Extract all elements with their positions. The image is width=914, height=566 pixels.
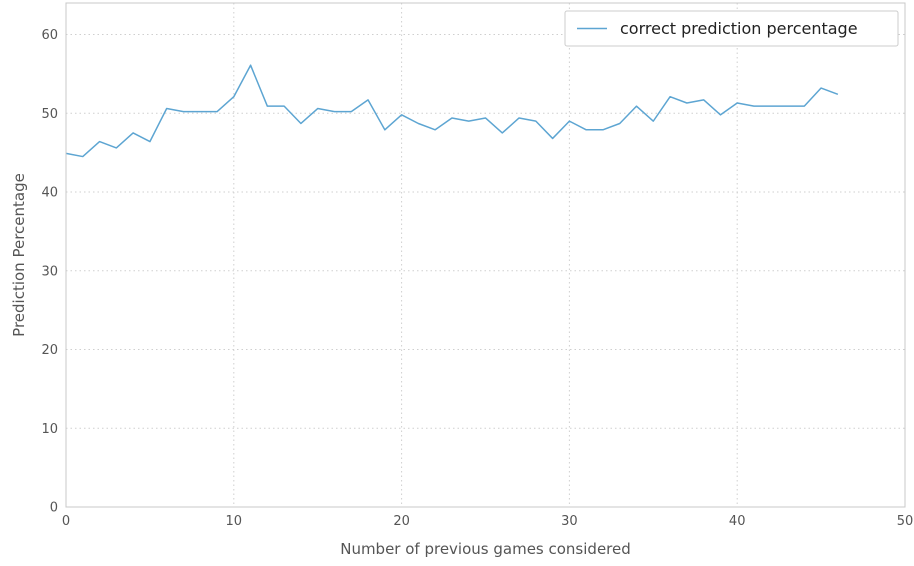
data-point	[115, 147, 117, 149]
data-point	[283, 105, 285, 107]
y-tick-label: 0	[50, 501, 58, 516]
grid	[66, 3, 905, 507]
data-point	[132, 132, 134, 134]
data-point	[837, 93, 839, 95]
y-tick-label: 50	[41, 107, 58, 122]
data-point	[787, 105, 789, 107]
data-point	[166, 108, 168, 110]
data-point	[266, 105, 268, 107]
data-point	[417, 122, 419, 124]
data-point	[317, 108, 319, 110]
data-point	[333, 111, 335, 113]
data-point	[384, 129, 386, 131]
data-point	[518, 117, 520, 119]
series-line	[65, 64, 839, 158]
data-point	[552, 137, 554, 139]
data-point	[250, 64, 252, 66]
data-point	[182, 111, 184, 113]
data-point	[82, 156, 84, 158]
data-point	[636, 105, 638, 107]
y-tick-label: 30	[41, 264, 58, 279]
data-point	[535, 120, 537, 122]
data-point	[451, 117, 453, 119]
x-tick-label: 40	[729, 514, 746, 529]
data-point	[820, 87, 822, 89]
data-point	[770, 105, 772, 107]
legend-label: correct prediction percentage	[620, 19, 858, 38]
x-axis-label: Number of previous games considered	[340, 540, 631, 558]
plot-frame	[65, 2, 906, 508]
data-point	[300, 122, 302, 124]
data-point	[501, 132, 503, 134]
data-point	[619, 122, 621, 124]
data-point	[669, 96, 671, 98]
y-axis-label: Prediction Percentage	[10, 173, 28, 337]
data-point	[602, 129, 604, 131]
data-point	[199, 111, 201, 113]
data-point	[686, 102, 688, 104]
y-tick-label: 40	[41, 186, 58, 201]
data-point	[485, 117, 487, 119]
data-point	[149, 141, 151, 143]
data-point	[803, 105, 805, 107]
series-layer	[65, 64, 839, 158]
legend: correct prediction percentage	[564, 10, 899, 47]
data-point	[468, 120, 470, 122]
y-tick-label: 10	[41, 422, 58, 437]
x-tick-label: 20	[393, 514, 410, 529]
data-point	[719, 114, 721, 116]
data-point	[652, 120, 654, 122]
data-point	[216, 111, 218, 113]
data-point	[401, 114, 403, 116]
data-point	[367, 99, 369, 101]
legend-box	[564, 10, 899, 47]
data-point	[736, 102, 738, 104]
data-point	[753, 105, 755, 107]
x-tick-label: 30	[561, 514, 578, 529]
x-tick-label: 10	[226, 514, 243, 529]
data-point	[350, 111, 352, 113]
data-point	[585, 129, 587, 131]
x-tick-label: 50	[897, 514, 914, 529]
y-tick-label: 20	[41, 343, 58, 358]
data-point	[703, 99, 705, 101]
x-tick-label: 0	[62, 514, 70, 529]
data-point	[434, 129, 436, 131]
ticks: 0 10 20 30 40 50 0 10 20 30 40 50 60	[41, 28, 913, 529]
y-tick-label: 60	[41, 28, 58, 43]
plot-background	[66, 3, 905, 507]
data-point	[568, 120, 570, 122]
data-point	[99, 141, 101, 143]
data-point	[233, 96, 235, 98]
